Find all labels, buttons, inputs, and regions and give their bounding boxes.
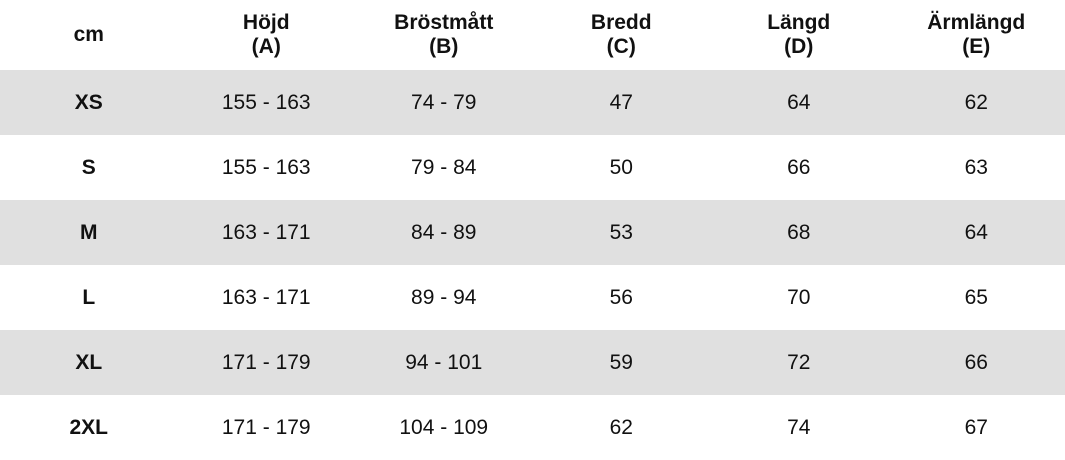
table-row: 2XL 171 - 179 104 - 109 62 74 67: [0, 395, 1065, 460]
value-cell: 66: [964, 350, 988, 374]
header-label: Längd: [767, 11, 831, 34]
value-cell: 79 - 84: [411, 155, 477, 179]
value-cell: 68: [787, 220, 811, 244]
header-label: cm: [73, 23, 104, 46]
header-cell: Bredd (C): [533, 0, 711, 70]
table-header: cm Höjd (A) Bröstmått (B) Bredd (C) Längd (D) Ärm…: [0, 0, 1065, 70]
header-code: (B): [429, 35, 459, 58]
value-cell: 53: [609, 220, 633, 244]
size-cell: XL: [75, 350, 103, 374]
header-code: (A): [251, 35, 281, 58]
value-cell: 65: [964, 285, 988, 309]
table-row: XS 155 - 163 74 - 79 47 64 62: [0, 70, 1065, 135]
size-cell: 2XL: [69, 415, 108, 439]
table-row: XL 171 - 179 94 - 101 59 72 66: [0, 330, 1065, 395]
size-cell: S: [81, 155, 96, 179]
header-label: Bredd: [590, 11, 652, 34]
value-cell: 67: [964, 415, 988, 439]
table-row: S 155 - 163 79 - 84 50 66 63: [0, 135, 1065, 200]
header-row: cm Höjd (A) Bröstmått (B) Bredd (C) Längd (D) Ärm…: [0, 0, 1065, 70]
value-cell: 62: [964, 90, 988, 114]
value-cell: 72: [787, 350, 811, 374]
header-cell: Höjd (A): [178, 0, 356, 70]
header-label: Bröstmått: [394, 11, 494, 34]
value-cell: 171 - 179: [221, 350, 311, 374]
header-cell: Bröstmått (B): [355, 0, 533, 70]
header-label: Höjd: [242, 11, 290, 34]
value-cell: 155 - 163: [221, 90, 311, 114]
size-cell: M: [80, 220, 98, 244]
value-cell: 171 - 179: [221, 415, 311, 439]
value-cell: 62: [609, 415, 633, 439]
value-cell: 89 - 94: [411, 285, 477, 309]
value-cell: 56: [609, 285, 633, 309]
value-cell: 70: [787, 285, 811, 309]
header-cell: Ärmlängd (E): [888, 0, 1065, 70]
header-code: (D): [784, 35, 814, 58]
value-cell: 94 - 101: [405, 350, 483, 374]
size-cell: XS: [74, 90, 103, 114]
table-body: XS 155 - 163 74 - 79 47 64 62 S 155 - 163 79 - 8…: [0, 70, 1065, 460]
header-code: (C): [606, 35, 636, 58]
value-cell: 59: [609, 350, 633, 374]
value-cell: 84 - 89: [411, 220, 477, 244]
value-cell: 64: [964, 220, 988, 244]
value-cell: 74 - 79: [411, 90, 477, 114]
header-code: (E): [962, 35, 991, 58]
header-cell: cm: [0, 0, 178, 70]
value-cell: 50: [609, 155, 633, 179]
value-cell: 74: [787, 415, 811, 439]
value-cell: 163 - 171: [221, 220, 311, 244]
size-cell: L: [82, 285, 96, 309]
header-cell: Längd (D): [710, 0, 888, 70]
value-cell: 163 - 171: [221, 285, 311, 309]
table-row: M 163 - 171 84 - 89 53 68 64: [0, 200, 1065, 265]
header-label: Ärmlängd: [927, 11, 1026, 34]
value-cell: 104 - 109: [399, 415, 489, 439]
table-row: L 163 - 171 89 - 94 56 70 65: [0, 265, 1065, 330]
value-cell: 64: [787, 90, 811, 114]
value-cell: 47: [609, 90, 633, 114]
value-cell: 66: [787, 155, 811, 179]
value-cell: 63: [964, 155, 988, 179]
value-cell: 155 - 163: [221, 155, 311, 179]
